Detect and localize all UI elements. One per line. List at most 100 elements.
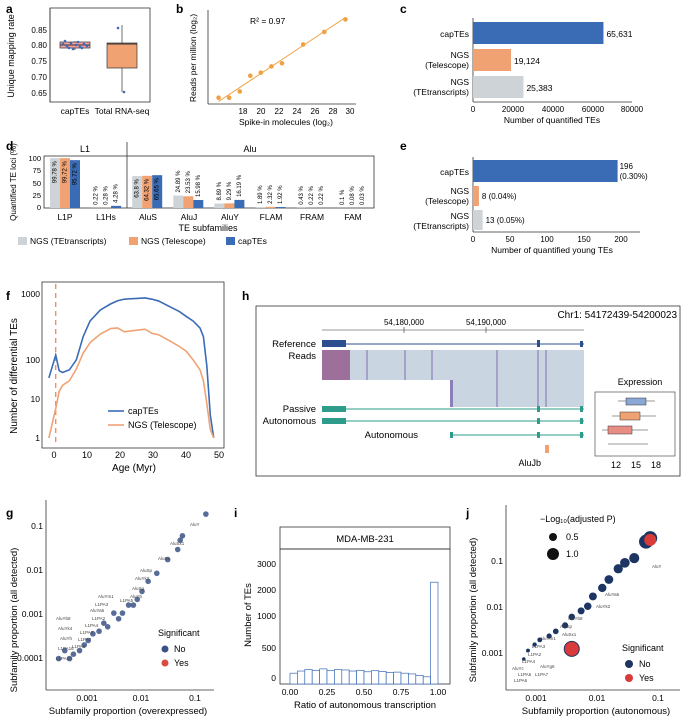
panel-f-xtick: 20 bbox=[115, 450, 125, 460]
panel-j-ylabel: Subfamily proportion (all detected) bbox=[468, 538, 479, 683]
panel-d-bar-label: 0.22 % bbox=[94, 186, 100, 205]
panel-i-bar bbox=[341, 669, 350, 685]
panel-a-xtick: capTEs bbox=[61, 106, 90, 116]
panel-g-point bbox=[61, 647, 68, 654]
panel-e-label: (TEtranscripts) bbox=[413, 221, 469, 231]
svg-text:AluY: AluY bbox=[652, 564, 662, 569]
panel-i-xtick: 0.25 bbox=[319, 687, 336, 697]
svg-text:AluYc: AluYc bbox=[512, 666, 525, 671]
panel-a-points-captes bbox=[61, 39, 89, 51]
panel-b: b Reads per million (log₂) R² = 0.97 18 … bbox=[176, 2, 356, 127]
panel-h-coordinates: Chr1: 54172439-54200023 bbox=[557, 310, 677, 321]
panel-d-bar bbox=[275, 207, 286, 208]
panel-i-bar bbox=[363, 671, 372, 685]
panel-h-expr-tick: 18 bbox=[651, 460, 661, 470]
legend-dot-yes bbox=[161, 659, 169, 667]
panel-d-bar-label: 24.89 % bbox=[176, 170, 182, 193]
panel-d-xlabel: TE subfamilies bbox=[178, 223, 238, 233]
panel-c-xlabel: Number of quantified TEs bbox=[504, 115, 600, 125]
panel-j-xlabel: Subfamily proportion (autonomous) bbox=[522, 706, 670, 717]
panel-b-xtick: 24 bbox=[293, 107, 302, 116]
panel-g-ytick: 0.01 bbox=[26, 565, 43, 575]
panel-f-ylabel: Number of differential TEs bbox=[9, 318, 20, 434]
panel-j: j Subfamily proportion (all detected) 0.… bbox=[465, 505, 680, 717]
panel-c-value: 25,383 bbox=[526, 83, 552, 93]
panel-c-label: capTEs bbox=[440, 29, 469, 39]
panel-j-point bbox=[562, 622, 569, 629]
legend-label: Yes bbox=[639, 673, 654, 683]
panel-g-point bbox=[111, 610, 117, 616]
svg-text:L1PA2: L1PA2 bbox=[92, 616, 106, 621]
svg-text:AluSx1: AluSx1 bbox=[562, 632, 577, 637]
panel-d-frame bbox=[43, 155, 375, 209]
panel-d-bar-label: 2.32 % bbox=[268, 184, 274, 203]
panel-a-box-total bbox=[106, 42, 138, 69]
panel-i-bar bbox=[393, 671, 402, 685]
panel-c-xtick: 40000 bbox=[542, 105, 565, 114]
legend-dot-no bbox=[625, 660, 633, 668]
legend-size-large bbox=[547, 548, 559, 560]
panel-f: f Number of differential TEs 1000 100 10… bbox=[6, 281, 225, 474]
panel-b-xtick: 28 bbox=[329, 107, 338, 116]
panel-j-point bbox=[598, 583, 607, 593]
svg-text:AluYg6: AluYg6 bbox=[540, 664, 555, 669]
panel-c-label: NGS bbox=[451, 77, 470, 87]
panel-b-xtick: 20 bbox=[257, 107, 266, 116]
panel-j-point bbox=[577, 607, 585, 615]
panel-a: a Unique mapping rate 0.85 0.80 0.75 0.7… bbox=[6, 2, 151, 116]
svg-text:AluYk4: AluYk4 bbox=[58, 626, 73, 631]
panel-d-bar-label: 0.43 % bbox=[299, 185, 305, 204]
panel-f-ytick: 100 bbox=[26, 355, 40, 365]
panel-g-point bbox=[125, 602, 132, 608]
panel-d-ytick: 50 bbox=[33, 179, 41, 188]
panel-d-xtick: FLAM bbox=[260, 212, 283, 222]
panel-i-bar bbox=[378, 671, 387, 685]
panel-h-row-label: Reference bbox=[272, 339, 316, 350]
panel-c-xtick: 0 bbox=[471, 105, 476, 114]
panel-h-transcripts bbox=[322, 406, 584, 438]
panel-e-value: (0.30%) bbox=[620, 172, 648, 181]
panel-d-bar bbox=[183, 196, 194, 208]
panel-b-fit-line bbox=[218, 17, 346, 102]
svg-text:L1PA5: L1PA5 bbox=[120, 598, 134, 603]
panel-h-reads-mismatch bbox=[322, 350, 350, 380]
panel-a-ytick: 0.85 bbox=[31, 26, 47, 35]
panel-b-xtick: 30 bbox=[346, 107, 355, 116]
svg-text:AluYb8: AluYb8 bbox=[568, 616, 583, 621]
panel-d-xtick: L1P bbox=[57, 212, 72, 222]
panel-e-xlabel: Number of quantified young TEs bbox=[491, 245, 613, 255]
panel-j-point bbox=[604, 575, 614, 584]
panel-g: g Subfamily proportion (all detected) 0.… bbox=[6, 500, 214, 717]
panel-g-points bbox=[55, 511, 209, 662]
panel-d-ytick: 25 bbox=[33, 191, 41, 200]
panel-d-bar-label: 0.22 % bbox=[319, 186, 325, 205]
panel-h-row-label: Autonomous bbox=[263, 416, 317, 427]
panel-g-point bbox=[101, 620, 107, 627]
panel-j-ytick: 0.01 bbox=[486, 602, 503, 612]
panel-f-ytick: 1000 bbox=[21, 289, 40, 299]
panel-c-bar-tetranscripts bbox=[473, 76, 524, 98]
panel-h-reads-mismatch bbox=[322, 350, 350, 380]
svg-text:L1PA10: L1PA10 bbox=[56, 656, 72, 661]
legend-label: 0.5 bbox=[566, 532, 579, 542]
panel-b-point bbox=[343, 17, 348, 22]
panel-j-points bbox=[521, 531, 658, 661]
panel-a-ytick: 0.70 bbox=[31, 73, 47, 82]
panel-h-reference-exon bbox=[322, 340, 346, 347]
panel-a-xtick: Total RNA-seq bbox=[95, 106, 150, 116]
panel-j-letter: j bbox=[465, 506, 469, 520]
panel-c: c capTEs NGS (Telescope) NGS (TEtranscri… bbox=[400, 2, 644, 125]
panel-a-ylabel: Unique mapping rate bbox=[6, 14, 16, 98]
panel-e-bar-tetranscripts bbox=[473, 210, 483, 230]
panel-d-bar bbox=[193, 200, 204, 208]
panel-f-legend: capTEs NGS (Telescope) bbox=[108, 406, 197, 430]
panel-d-letter: d bbox=[6, 139, 13, 153]
panel-b-ylabel: Reads per million (log₂) bbox=[188, 14, 198, 103]
panel-d-bar-label: 95.72 % bbox=[73, 162, 79, 185]
panel-e-label: NGS bbox=[451, 186, 470, 196]
panel-d-bar-label: 1.89 % bbox=[258, 185, 264, 204]
panel-c-xtick: 20000 bbox=[502, 105, 525, 114]
panel-c-label: (Telescope) bbox=[425, 60, 469, 70]
panel-b-xtick: 18 bbox=[239, 107, 248, 116]
panel-d-ylabel: Quantified TE loci (%) bbox=[9, 143, 18, 221]
